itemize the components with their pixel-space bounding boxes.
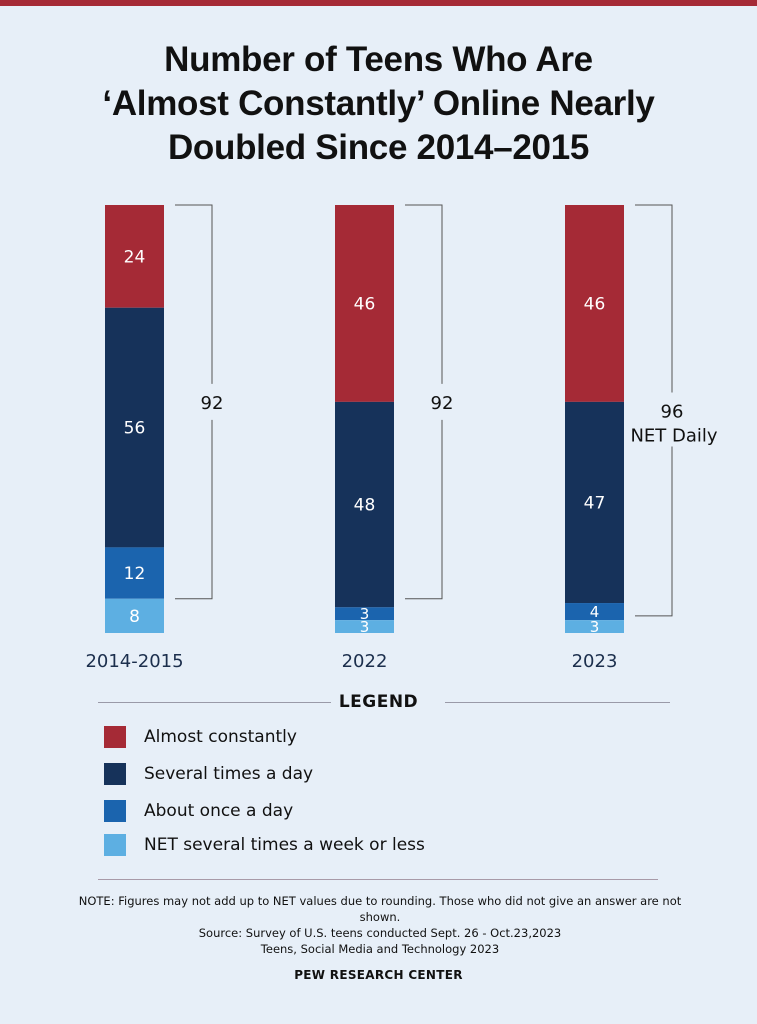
legend-swatch	[104, 800, 126, 822]
title-line: Doubled Since 2014–2015	[167, 128, 590, 167]
net-bracket	[405, 204, 443, 600]
legend-swatch	[104, 726, 126, 748]
legend-divider-right	[445, 702, 670, 703]
legend-item: NET several times a week or less	[104, 834, 425, 856]
bar-segment	[335, 620, 394, 633]
bar-segment	[105, 307, 164, 548]
legend-title: LEGEND	[338, 692, 419, 712]
legend-item: Several times a day	[104, 763, 313, 785]
data-label: 47	[584, 494, 606, 514]
source-text: Source: Survey of U.S. teens conducted S…	[198, 926, 562, 940]
data-label: 56	[124, 419, 146, 439]
legend-label: Almost constantly	[144, 727, 297, 747]
bar-segment	[105, 205, 164, 308]
category-label: 2014-2015	[85, 651, 183, 672]
report-text: Teens, Social Media and Technology 2023	[260, 942, 500, 956]
bar-segment	[335, 401, 394, 608]
data-label: 24	[124, 247, 146, 267]
data-label: 3	[590, 618, 600, 636]
organization-name: PEW RESEARCH CENTER	[294, 968, 463, 982]
note-text: NOTE: Figures may not add up to NET valu…	[78, 894, 682, 924]
chart-title: Number of Teens Who Are ‘Almost Constant…	[0, 38, 757, 170]
data-label: 3	[360, 618, 370, 636]
data-label: 48	[354, 496, 376, 516]
net-bracket	[175, 204, 213, 600]
top-accent-bar	[0, 0, 757, 6]
data-label: 3	[360, 605, 370, 623]
bar-segment	[335, 205, 394, 402]
net-value-label: 92	[431, 393, 454, 414]
net-value-label: 92	[201, 393, 224, 414]
bar-segment	[565, 603, 624, 621]
legend-item: About once a day	[104, 800, 293, 822]
legend-divider-left	[98, 702, 331, 703]
legend-swatch	[104, 834, 126, 856]
bar-segment	[105, 598, 164, 633]
legend-label: Several times a day	[144, 764, 314, 784]
legend-swatch	[104, 763, 126, 785]
notes: NOTE: Figures may not add up to NET valu…	[60, 893, 700, 957]
category-label: 2023	[572, 651, 618, 672]
data-label: 46	[354, 295, 376, 315]
notes-divider	[98, 879, 658, 880]
net-value-label: 96	[661, 401, 684, 422]
bar-segment	[105, 547, 164, 599]
data-label: 8	[129, 607, 140, 627]
legend-label: NET several times a week or less	[144, 835, 425, 855]
legend-item: Almost constantly	[104, 726, 297, 748]
data-label: 4	[590, 603, 600, 621]
bar-segment	[335, 607, 394, 621]
data-label: 46	[584, 295, 606, 315]
net-bracket	[635, 204, 673, 617]
title-line: ‘Almost Constantly’ Online Nearly	[102, 84, 655, 123]
legend-label: About once a day	[144, 801, 294, 821]
net-daily-label: NET Daily	[630, 425, 717, 446]
bar-segment	[565, 401, 624, 604]
bar-segment	[565, 205, 624, 402]
title-line: Number of Teens Who Are	[164, 40, 593, 79]
category-label: 2022	[342, 651, 388, 672]
data-label: 12	[124, 564, 146, 584]
bar-segment	[565, 620, 624, 633]
stacked-bar-chart: 2456128922014-201546483392202246474396NE…	[85, 204, 718, 672]
